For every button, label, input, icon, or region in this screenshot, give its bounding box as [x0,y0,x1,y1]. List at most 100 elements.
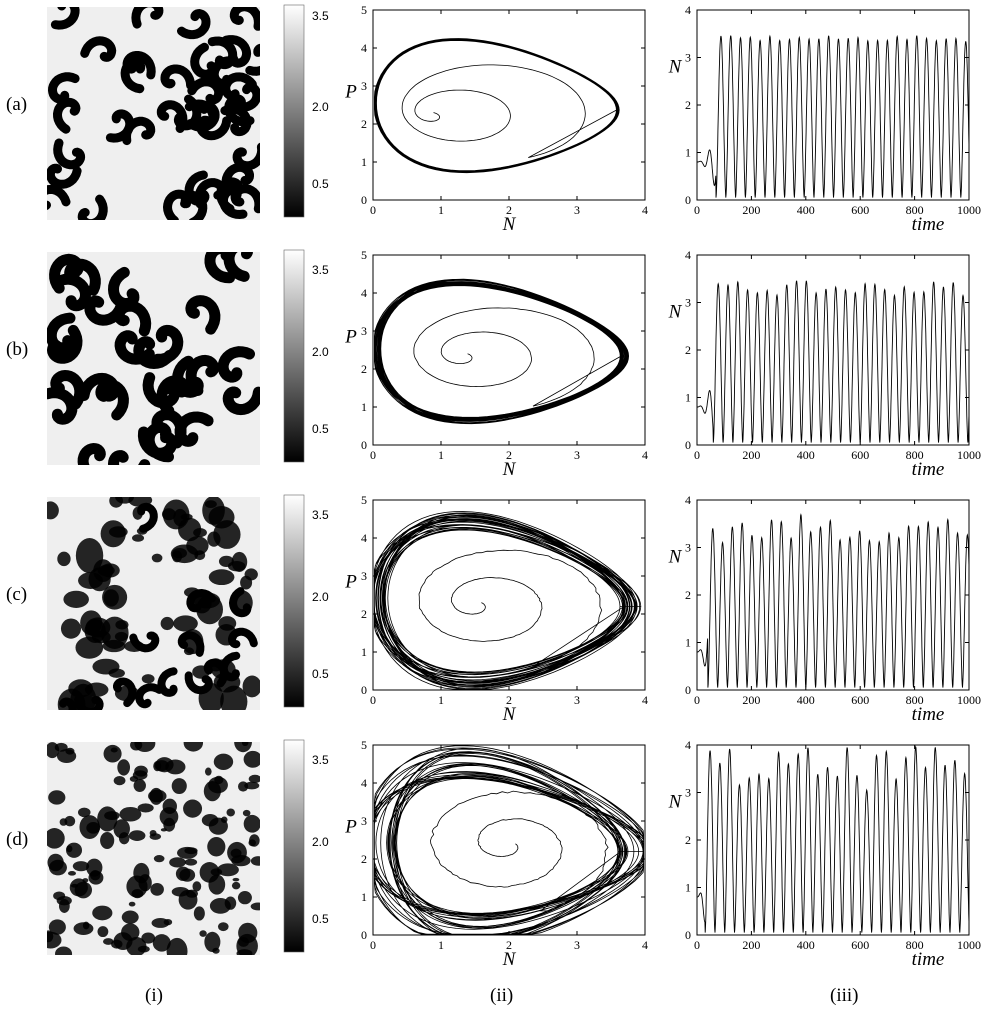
cbar-a-tick-low: 0.5 [312,177,329,191]
x-tick-label: 1000 [957,203,981,217]
spiral-arm [121,116,156,146]
cbar-d-tick-low: 0.5 [312,912,329,926]
patch-blob [232,877,240,882]
spiral-arm [47,387,78,425]
patch-blob [234,742,252,753]
patch-blob [204,767,212,776]
spiral-arm [122,51,156,80]
x-tick-label: 600 [851,203,869,217]
timeseries-plot-d: 0 200 400 600 800 1000 0 1 2 3 4 time N [668,738,981,970]
cbar-b-tick-mid: 2.0 [312,345,329,359]
x-tick-label: 4 [642,693,648,707]
patch-blob [133,779,146,792]
patch-blob [242,809,251,817]
x-tick-label: 400 [797,938,815,952]
patch-blob [171,550,183,563]
patch-blob [82,921,90,930]
patch-blob [250,856,260,866]
spiral-arm [223,252,253,282]
patch-blob [243,750,260,768]
patch-blob [230,848,242,858]
x-tick-label: 1000 [957,938,981,952]
spiral-arm [156,375,190,417]
phase-plot-a: 0 1 2 3 4 0 1 2 3 4 5 N P [344,3,648,235]
x-tick-label: 4 [642,448,648,462]
patch-blob [213,520,241,549]
x-tick-label: 800 [906,693,924,707]
patch-blob [183,742,204,752]
y-axis-label: N [668,547,683,568]
y-tick-label: 2 [685,833,691,847]
colorbar-d [283,739,305,953]
patch-blob [148,789,167,803]
spiral-arm [47,184,71,210]
x-tick-label: 1 [438,203,444,217]
phase-trajectory [374,278,630,425]
x-tick-label: 800 [906,448,924,462]
patch-blob [119,806,142,822]
spiral-arm [74,695,104,710]
y-tick-label: 2 [685,588,691,602]
x-tick-label: 600 [851,693,869,707]
patch-blob [65,747,75,755]
spiral-arm [228,587,252,618]
spiral-arm [222,386,260,416]
x-tick-label: 1 [438,693,444,707]
plot-frame [372,9,646,201]
spiral-arm [157,667,178,697]
y-tick-label: 0 [361,438,367,452]
patch-blob [214,775,224,785]
patch-blob [171,778,187,795]
x-tick-label: 3 [574,938,580,952]
x-tick-label: 600 [851,938,869,952]
colorbar-a [283,4,305,218]
spiral-arm [204,252,235,284]
pattern-panel-b [47,252,260,465]
y-tick-label: 0 [685,193,691,207]
y-tick-label: 2 [361,852,367,866]
y-axis-label: N [668,792,683,813]
x-tick-label: 3 [574,448,580,462]
patch-blob [231,551,248,572]
x-tick-label: 2 [506,203,512,217]
patch-blob [68,679,93,698]
row-label-b: (b) [6,339,29,360]
patch-blob [202,497,225,525]
spiral-arm [217,346,255,383]
timeseries-plot-a: 0 200 400 600 800 1000 0 1 2 3 4 time N [668,3,981,235]
y-tick-label: 3 [361,79,367,93]
patch-blob [132,534,145,542]
cbar-b-tick-low: 0.5 [312,422,329,436]
x-tick-label: 400 [797,693,815,707]
timeseries-line [697,745,969,933]
spiral-arm [59,697,77,710]
y-tick-label: 1 [361,890,367,904]
x-tick-label: 800 [906,203,924,217]
patch-blob [213,753,234,770]
spiral-arm [77,194,108,220]
phase-plot-b: 0 1 2 3 4 0 1 2 3 4 5 N P [344,248,648,480]
patch-blob [220,685,248,710]
y-tick-label: 1 [685,146,691,160]
spiral-arm [174,411,214,447]
col-label-i: (i) [145,985,163,1006]
patch-blob [208,569,235,586]
x-tick-label: 2 [506,938,512,952]
patch-blob [173,615,198,632]
spiral-arm [107,450,151,465]
patch-blob [108,668,125,678]
patch-blob [89,870,101,881]
x-tick-label: 4 [642,203,648,217]
cbar-c-tick-high: 3.5 [312,508,329,522]
y-tick-label: 5 [361,493,367,507]
patch-blob [194,550,206,561]
patch-blob [184,847,198,855]
x-tick-label: 3 [574,203,580,217]
spiral-arm [131,7,164,29]
row-label-d: (d) [6,829,29,850]
patch-blob [102,584,128,610]
patch-blob [226,808,235,817]
x-axis-label: time [912,949,945,970]
patch-blob [154,760,169,772]
